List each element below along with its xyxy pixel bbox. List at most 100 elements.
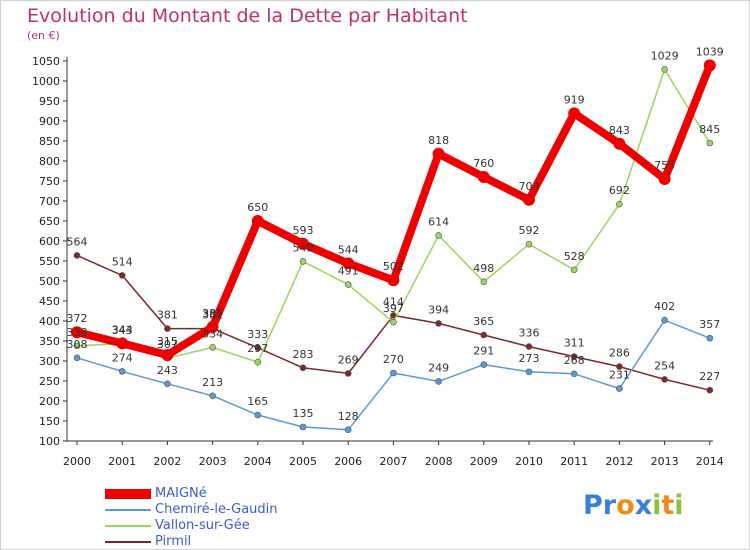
legend-swatch xyxy=(105,541,151,543)
legend-item: Vallon-sur-Gée xyxy=(105,518,365,534)
data-point xyxy=(616,200,623,208)
data-point xyxy=(480,331,488,339)
data-point xyxy=(570,353,578,360)
y-tick-label: 100 xyxy=(39,435,60,448)
data-label: 692 xyxy=(609,184,630,197)
data-point xyxy=(344,426,352,434)
logo-letter: i xyxy=(674,490,684,521)
data-point xyxy=(616,385,623,392)
data-label: 357 xyxy=(699,318,720,331)
data-point xyxy=(73,252,81,259)
x-tick-label: 2003 xyxy=(199,455,227,468)
data-point xyxy=(570,266,578,274)
data-point xyxy=(299,258,307,265)
data-label: 344 xyxy=(112,323,133,336)
data-label: 498 xyxy=(473,262,494,275)
x-tick-label: 2007 xyxy=(379,455,407,468)
x-tick-label: 2004 xyxy=(244,455,272,468)
y-tick-label: 1000 xyxy=(32,75,60,88)
data-point xyxy=(254,358,262,366)
data-point xyxy=(523,193,535,206)
data-point xyxy=(390,369,397,377)
data-label: 343 xyxy=(112,324,133,337)
logo-letter: o xyxy=(616,490,635,521)
data-point xyxy=(435,232,442,239)
y-tick-label: 450 xyxy=(39,295,60,308)
data-point xyxy=(297,237,309,250)
y-tick-label: 650 xyxy=(39,215,60,228)
x-tick-label: 2014 xyxy=(696,455,724,468)
data-label: 593 xyxy=(293,224,314,237)
data-point xyxy=(387,274,400,287)
data-label: 549 xyxy=(293,241,314,254)
data-label: 273 xyxy=(519,352,540,365)
data-label: 213 xyxy=(202,376,223,389)
data-point xyxy=(344,281,352,288)
legend-item: MAIGNé xyxy=(105,486,365,502)
data-label: 291 xyxy=(473,345,494,358)
data-point xyxy=(116,337,129,350)
data-point xyxy=(661,316,668,324)
data-label: 703 xyxy=(519,180,540,193)
data-label: 381 xyxy=(157,309,178,322)
x-tick-label: 2008 xyxy=(425,455,453,468)
legend-label: Pirmil xyxy=(155,534,192,549)
data-point xyxy=(525,240,533,248)
data-point xyxy=(480,361,488,368)
chart-title: Evolution du Montant de la Dette par Hab… xyxy=(27,5,468,27)
x-tick-label: 2011 xyxy=(560,455,588,468)
legend-swatch xyxy=(105,509,151,511)
y-tick-label: 150 xyxy=(39,415,60,428)
data-point xyxy=(299,423,307,431)
legend-item: Pirmil xyxy=(105,534,365,550)
data-label: 336 xyxy=(519,327,540,340)
data-point xyxy=(661,376,668,383)
data-label: 528 xyxy=(564,250,585,263)
data-label: 269 xyxy=(338,353,359,366)
data-label: 135 xyxy=(293,407,314,420)
data-label: 385 xyxy=(202,307,223,320)
data-point xyxy=(525,368,533,376)
data-point xyxy=(71,326,83,339)
y-tick-label: 550 xyxy=(39,255,60,268)
x-tick-label: 2010 xyxy=(515,455,543,468)
data-label: 1029 xyxy=(651,49,679,62)
data-point xyxy=(658,173,671,185)
data-label: 843 xyxy=(609,124,630,137)
data-point xyxy=(254,411,262,419)
x-tick-label: 2013 xyxy=(651,455,679,468)
data-label: 307 xyxy=(157,338,178,351)
legend-label: Vallon-sur-Gée xyxy=(155,518,250,533)
data-point xyxy=(525,343,533,350)
data-point xyxy=(73,354,81,362)
data-point xyxy=(73,342,81,350)
data-label: 274 xyxy=(112,351,133,364)
data-label: 514 xyxy=(112,255,133,268)
legend-label: MAIGNé xyxy=(155,486,207,501)
data-label: 564 xyxy=(67,235,88,248)
logo-letter: x xyxy=(634,490,653,521)
data-point xyxy=(209,392,216,400)
data-point xyxy=(118,368,126,375)
y-tick-label: 500 xyxy=(39,275,60,288)
data-point xyxy=(706,139,714,147)
data-label: 268 xyxy=(564,354,585,367)
data-label: 165 xyxy=(247,395,268,408)
data-point xyxy=(570,370,578,378)
data-label: 227 xyxy=(699,370,720,383)
y-tick-label: 750 xyxy=(39,175,60,188)
data-point xyxy=(390,318,397,326)
data-label: 491 xyxy=(338,265,359,278)
data-label: 1039 xyxy=(696,45,724,58)
logo-letter: P xyxy=(583,490,603,521)
legend-label: Chemiré-le-Gaudin xyxy=(155,502,278,517)
x-tick-label: 2012 xyxy=(605,455,633,468)
data-point xyxy=(706,386,714,394)
x-tick-label: 2006 xyxy=(334,455,362,468)
data-point xyxy=(118,272,126,279)
data-label: 818 xyxy=(428,134,449,147)
data-point xyxy=(342,257,355,270)
data-point xyxy=(613,137,626,150)
data-label: 243 xyxy=(157,364,178,377)
